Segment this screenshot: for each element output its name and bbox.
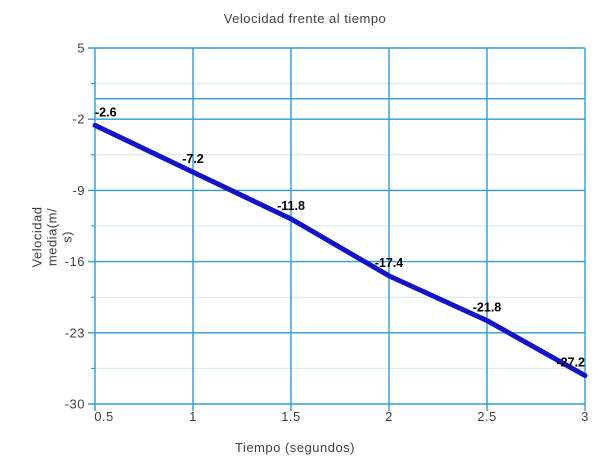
data-point-label: -27.2 bbox=[557, 356, 586, 370]
y-tick-label: 5 bbox=[77, 41, 85, 56]
data-point-label: -2.6 bbox=[95, 105, 117, 119]
data-point-label: -7.2 bbox=[182, 152, 204, 166]
y-tick-label: -16 bbox=[65, 254, 85, 269]
data-point-label: -21.8 bbox=[473, 301, 502, 315]
x-tick-label: 2 bbox=[385, 409, 393, 424]
x-axis-title: Tiempo (segundos) bbox=[234, 440, 355, 455]
x-tick-label: 1 bbox=[189, 409, 197, 424]
y-tick-label: -23 bbox=[65, 325, 85, 340]
y-tick-label: -2 bbox=[72, 112, 85, 127]
data-point-label: -17.4 bbox=[375, 256, 404, 270]
chart-title: Velocidad frente al tiempo bbox=[223, 11, 387, 26]
data-line-series bbox=[92, 122, 588, 379]
x-tick-label: 2.5 bbox=[477, 409, 497, 424]
y-tick-label: -9 bbox=[72, 183, 85, 198]
x-tick-label: 0.5 bbox=[94, 409, 114, 424]
x-tick-label: 1.5 bbox=[281, 409, 301, 424]
data-point-label: -11.8 bbox=[277, 199, 305, 213]
x-tick-label: 3 bbox=[581, 409, 589, 424]
y-tick-label: -30 bbox=[65, 397, 85, 412]
